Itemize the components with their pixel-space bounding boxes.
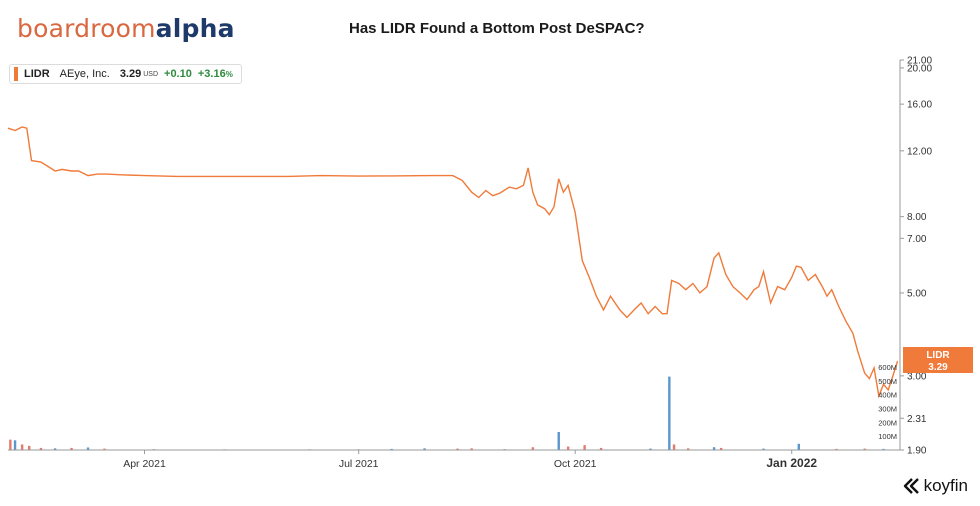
volume-bar [762,448,765,450]
volume-bar [456,448,459,450]
series-color-swatch [14,67,18,81]
volume-tick-label: 500M [878,377,897,386]
tag-ticker: LIDR [926,350,950,361]
volume-bar [797,443,800,450]
last-price-tag: LIDR 3.29 [903,347,973,373]
volume-bar [9,439,12,450]
x-tick-label: Apr 2021 [123,458,166,470]
volume-tick-label: 300M [878,404,897,413]
volume-bar [599,447,603,450]
logo-part-boardroom: boardroom [17,14,156,43]
boardroomalpha-logo: boardroomalpha [17,14,235,43]
y-tick-label: 12.00 [907,146,932,157]
series-legend[interactable]: LIDR AEye, Inc. 3.29 USD +0.10 +3.16% [9,64,242,84]
volume-bar [835,448,838,450]
y-tick-label: 2.31 [907,414,927,425]
volume-bar [390,448,393,450]
logo-part-alpha: alpha [155,14,235,43]
volume-bar [53,448,57,450]
volume-bar [649,448,652,450]
y-tick-label: 1.90 [907,446,927,457]
volume-bar [719,447,723,450]
volume-bar [39,447,43,450]
y-tick-label: 16.00 [907,100,932,111]
volume-tick-label: 400M [878,391,897,400]
koyfin-wordmark: koyfin [923,476,968,495]
volume-bar [27,445,31,450]
volume-bar [531,447,535,450]
volume-bar [557,432,560,450]
volume-bar [70,447,73,450]
volume-bar [712,447,716,450]
legend-percent-sign: % [225,69,233,79]
volume-bar [686,448,690,450]
volume-bar [668,376,671,450]
x-tick-label: Jul 2021 [339,458,379,470]
y-tick-label: 8.00 [907,212,927,223]
volume-bar [882,448,885,450]
volume-tick-label: 100M [878,432,897,441]
legend-currency: USD [143,70,159,78]
volume-bar [423,448,426,450]
volume-bar [20,444,24,450]
y-tick-label: 21.00 [907,56,932,67]
volume-bar [583,445,586,450]
chart-title: Has LIDR Found a Bottom Post DeSPAC? [349,20,645,37]
volume-bar [672,444,676,450]
volume-bar [470,448,473,450]
koyfin-logo-icon [903,478,919,494]
koyfin-brand: koyfin [903,476,968,496]
legend-change: +0.10 [164,68,192,80]
volume-bar [103,448,106,450]
legend-percent-change: +3.16 [197,68,226,80]
y-tick-label: 5.00 [907,288,927,299]
volume-bar [86,447,90,450]
legend-company-name: AEye, Inc. [59,68,110,80]
legend-ticker: LIDR [24,68,50,80]
volume-tick-label: 600M [878,363,897,372]
y-tick-label: 3.00 [907,371,927,382]
x-tick-label: Oct 2021 [554,458,597,470]
volume-bar [566,446,570,450]
volume-bar [13,440,17,450]
volume-bar [863,448,866,450]
volume-tick-label: 200M [878,418,897,427]
legend-last-price: 3.29 [119,68,142,80]
tag-value: 3.29 [928,362,948,373]
x-tick-label: Jan 2022 [766,456,817,470]
y-tick-label: 7.00 [907,234,927,245]
price-series-line [7,126,899,399]
y-tick-label: 20.00 [907,63,932,74]
